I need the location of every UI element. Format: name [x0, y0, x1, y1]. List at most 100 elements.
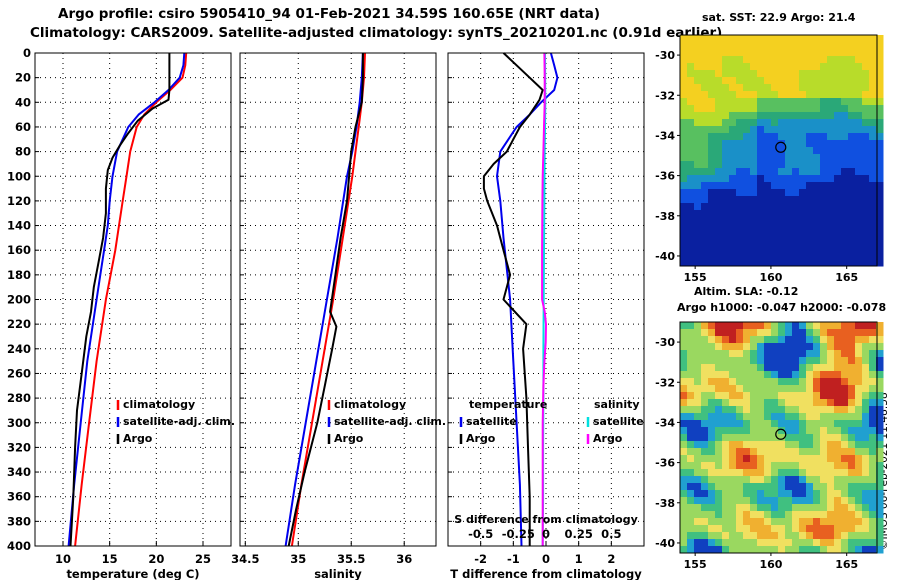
x-tick-label: 2 — [607, 552, 615, 566]
map-cell — [834, 364, 842, 372]
map-cell — [715, 140, 723, 148]
map-cell — [715, 63, 723, 71]
map-cell — [827, 399, 835, 407]
map-cell — [813, 56, 821, 64]
map-cell — [701, 175, 709, 183]
map-cell — [827, 420, 835, 428]
map-cell — [736, 126, 744, 134]
map-cell — [848, 231, 856, 239]
map-cell — [736, 42, 744, 50]
series-line-temperature-argo — [482, 52, 544, 546]
map-cell — [694, 511, 702, 519]
map-cell — [743, 546, 751, 554]
map-cell — [680, 63, 688, 71]
map-cell — [715, 161, 723, 169]
map-cell — [820, 343, 828, 351]
map-cell — [750, 161, 758, 169]
map-cell — [876, 56, 884, 64]
map-cell — [743, 182, 751, 190]
map-cell — [715, 259, 723, 267]
map-cell — [799, 161, 807, 169]
map-cell — [862, 140, 870, 148]
map-cell — [827, 245, 835, 253]
map-cell — [806, 189, 814, 197]
map-cell — [785, 245, 793, 253]
map-cell — [827, 378, 835, 386]
map-cell — [792, 35, 800, 43]
map-cell — [778, 203, 786, 211]
map-cell — [778, 105, 786, 113]
map-cell — [715, 329, 723, 337]
map-cell — [771, 469, 779, 477]
map-cell — [855, 441, 863, 449]
map-cell — [827, 175, 835, 183]
map-cell — [729, 245, 737, 253]
map-cell — [799, 259, 807, 267]
map-cell — [841, 357, 849, 365]
map-cell — [694, 364, 702, 372]
map-cell — [680, 238, 688, 246]
map-cell — [862, 448, 870, 456]
map-cell — [862, 385, 870, 393]
map-cell — [743, 259, 751, 267]
map-cell — [869, 441, 877, 449]
map-cell — [743, 357, 751, 365]
map-cell — [694, 427, 702, 435]
map-cell — [701, 546, 709, 554]
map-cell — [694, 504, 702, 512]
map-cell — [750, 112, 758, 120]
map-cell — [799, 455, 807, 463]
map-cell — [799, 546, 807, 554]
title-line-1: Argo profile: csiro 5905410_94 01-Feb-20… — [58, 6, 601, 22]
map-cell — [771, 35, 779, 43]
map-cell — [778, 441, 786, 449]
map-cell — [750, 378, 758, 386]
map-cell — [820, 84, 828, 92]
map-cell — [876, 434, 884, 442]
map-cell — [778, 406, 786, 414]
map-cell — [736, 350, 744, 358]
map-cell — [876, 406, 884, 414]
map-cell — [736, 147, 744, 155]
map-cell — [729, 399, 737, 407]
map-cell — [736, 105, 744, 113]
map-cell — [757, 350, 765, 358]
map-cell — [701, 336, 709, 344]
map-cell — [778, 448, 786, 456]
map-cell — [876, 448, 884, 456]
map-cell — [869, 371, 877, 379]
map-cell — [799, 364, 807, 372]
map-cell — [750, 140, 758, 148]
map-cell — [722, 490, 730, 498]
map-cell — [869, 539, 877, 547]
map-cell — [792, 140, 800, 148]
map-cell — [827, 434, 835, 442]
map-cell — [834, 420, 842, 428]
map-cell — [848, 49, 856, 57]
map-cell — [680, 539, 688, 547]
map-cell — [722, 105, 730, 113]
map-cell — [799, 133, 807, 141]
map-cell — [862, 469, 870, 477]
map-cell — [736, 497, 744, 505]
map-cell — [771, 140, 779, 148]
map-cell — [792, 217, 800, 225]
map-cell — [750, 469, 758, 477]
map-cell — [869, 126, 877, 134]
map-cell — [799, 35, 807, 43]
map-cell — [855, 140, 863, 148]
map-cell — [869, 392, 877, 400]
map-cell — [729, 322, 737, 330]
map-cell — [701, 322, 709, 330]
map-cell — [834, 35, 842, 43]
map-cell — [736, 378, 744, 386]
map-cell — [841, 161, 849, 169]
map-cell — [736, 203, 744, 211]
map-cell — [862, 504, 870, 512]
map-cell — [799, 532, 807, 540]
map-cell — [757, 77, 765, 85]
map-cell — [792, 371, 800, 379]
map-cell — [792, 112, 800, 120]
map-cell — [750, 119, 758, 127]
map-cell — [715, 357, 723, 365]
